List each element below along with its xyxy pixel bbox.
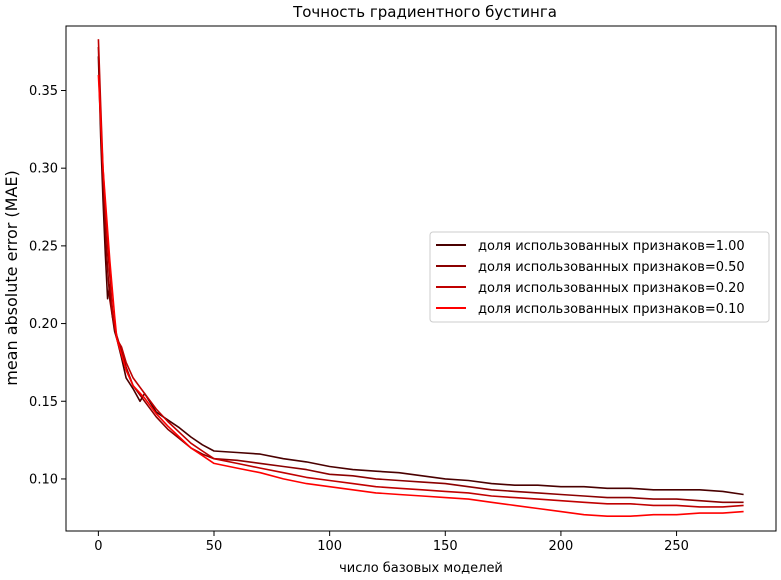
x-tick-label: 100 [317,539,342,554]
legend-label-4: доля использованных признаков=0.10 [478,302,745,317]
y-tick-label: 0.30 [29,162,58,177]
y-axis-ticks: 0.10 0.15 0.20 0.25 0.30 0.35 [29,84,66,487]
plot-frame [65,25,777,532]
y-tick-label: 0.20 [29,317,58,332]
series-line-4 [97,74,744,517]
x-tick-label: 50 [206,539,223,554]
x-tick-label: 250 [664,539,689,554]
chart-title: Точность градиентного бустинга [292,3,557,21]
x-tick-label: 150 [433,539,458,554]
legend-label-2: доля использованных признаков=0.50 [478,260,745,275]
series-line-3 [97,39,744,508]
x-axis-ticks: 0 50 100 150 200 250 [94,531,689,554]
x-axis-label: число базовых моделей [339,561,503,576]
y-tick-label: 0.35 [29,84,58,99]
y-tick-label: 0.15 [29,395,58,410]
y-tick-label: 0.25 [29,239,58,254]
x-tick-label: 200 [549,539,574,554]
series-line-1 [97,56,744,496]
y-axis-label: mean absolute error (MAE) [2,170,21,386]
y-tick-label: 0.10 [29,472,58,487]
legend-label-3: доля использованных признаков=0.20 [478,281,745,296]
legend: доля использованных признаков=1.00 доля и… [429,231,770,323]
x-tick-label: 0 [94,539,102,554]
legend-label-1: доля использованных признаков=1.00 [478,239,745,254]
series-layer [97,39,744,517]
legend-box [429,231,770,323]
